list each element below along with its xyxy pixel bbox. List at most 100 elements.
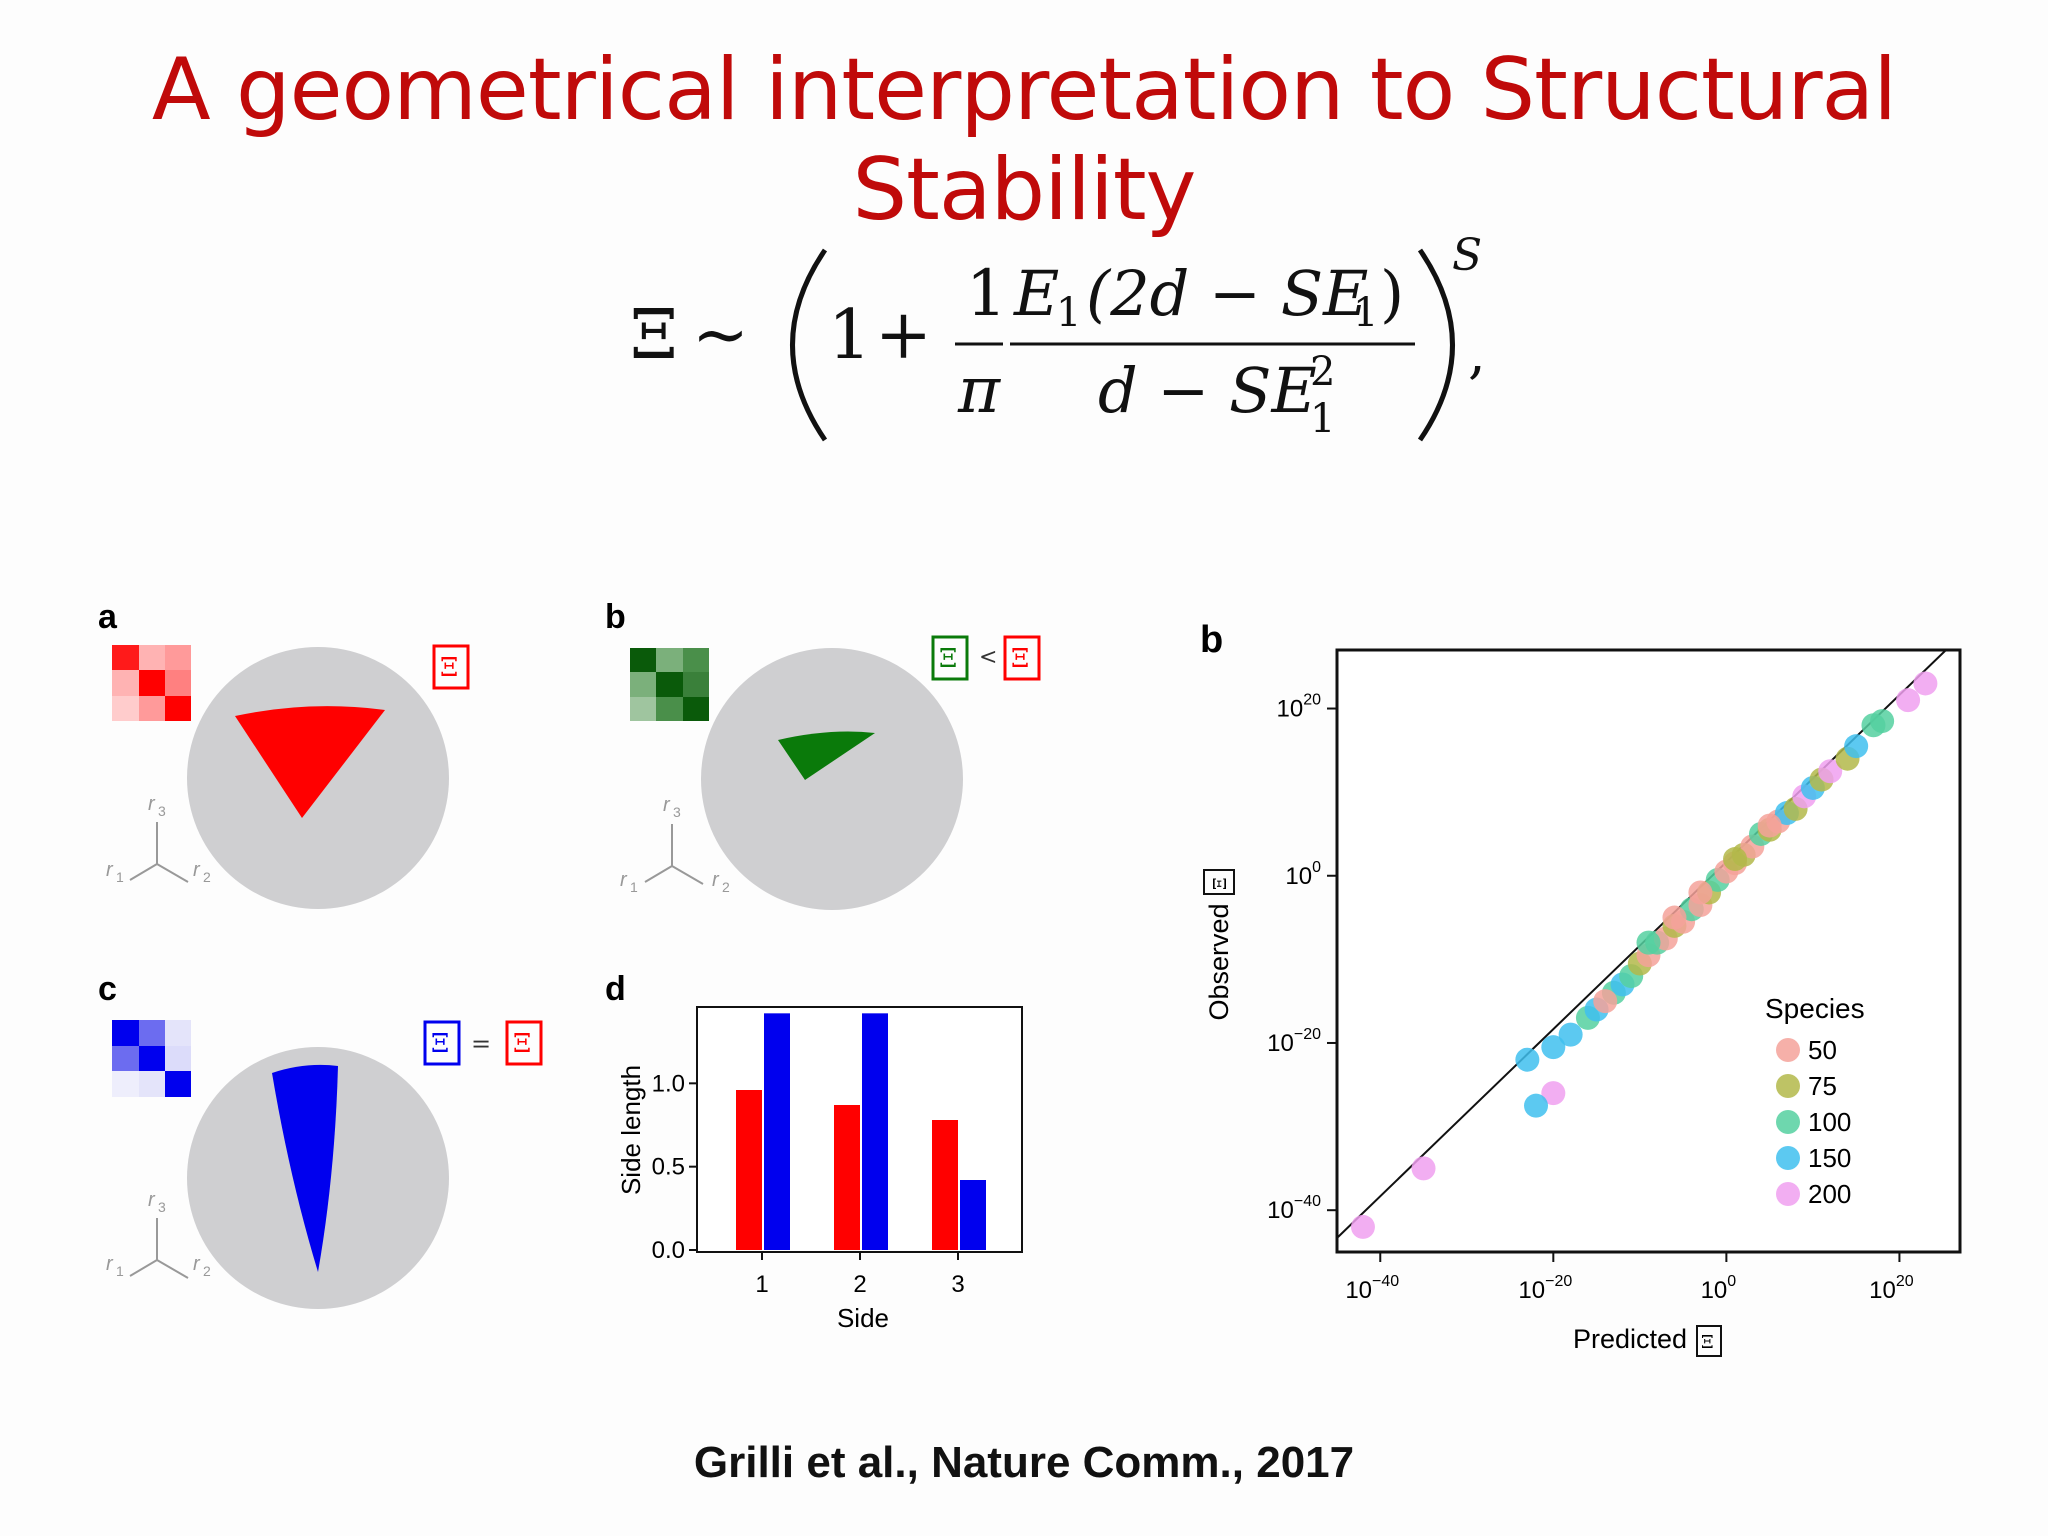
scatter-point <box>1723 847 1748 872</box>
panel-b-r1-sub: 1 <box>630 879 638 895</box>
bar-ytick-label: 0.5 <box>652 1154 685 1181</box>
formula-frac1-numerator: 1 <box>966 257 1007 331</box>
legend-marker <box>1776 1182 1800 1206</box>
scatter-point <box>1541 1035 1566 1060</box>
panel-c-r3: r <box>148 1189 156 1211</box>
bar-1-series-1 <box>736 1090 762 1250</box>
legend-marker <box>1776 1038 1800 1062</box>
scatter-point <box>1896 688 1921 713</box>
legend-marker <box>1776 1074 1800 1098</box>
bar-xtick-label: 3 <box>951 1271 964 1298</box>
panel-a-r2-sub: 2 <box>203 869 211 885</box>
bar-ticks: 1 2 3 0.0 0.5 1.0 <box>652 1070 965 1298</box>
scatter-ytick-label: 10−40 <box>1267 1193 1321 1224</box>
bar-marks <box>736 1013 986 1250</box>
bar-3-series-1 <box>932 1120 958 1250</box>
panel-c-symbol: Ξ = Ξ <box>423 1020 543 1066</box>
bar-ytick-label: 0.0 <box>652 1237 685 1264</box>
panel-a-symbol: Ξ <box>432 644 470 690</box>
panel-c-cone <box>272 1064 338 1272</box>
scatter-ylabel-symbol: Ξ <box>1210 877 1231 890</box>
citation: Grilli et al., Nature Comm., 2017 <box>693 1438 1355 1487</box>
scatter-point <box>1870 709 1895 734</box>
bar-ylabel: Side length <box>616 1065 646 1195</box>
panel-b-op: < <box>979 645 997 670</box>
panel-a-cone <box>235 706 385 818</box>
panel-c-xi-left: Ξ <box>431 1029 449 1059</box>
scatter-xtick-label: 10−40 <box>1345 1273 1399 1304</box>
formula-frac2-den-sup: 2 <box>1310 349 1335 395</box>
scatter-xtick-label: 10−20 <box>1518 1273 1572 1304</box>
panel-c-xi-right: Ξ <box>513 1029 531 1059</box>
scatter-point <box>1757 813 1782 838</box>
panel-b-r2: r <box>712 869 720 891</box>
scatter-ytick-label: 1020 <box>1277 692 1322 723</box>
formula-frac2-num-e: E <box>1013 257 1059 330</box>
bar-2-series-1 <box>834 1105 860 1250</box>
scatter-point <box>1515 1047 1540 1072</box>
scatter-ytick-label: 100 <box>1285 859 1321 890</box>
scatter-legend: Species 50 75 100 150 200 <box>1765 993 1865 1209</box>
scatter-xlabel-text: Predicted <box>1573 1324 1687 1354</box>
formula-frac2-num-e-sub: 1 <box>1056 290 1081 336</box>
panel-a-xi: Ξ <box>440 653 458 683</box>
formula-plus: + <box>875 296 932 375</box>
panel-b-matrix <box>630 648 709 721</box>
panel-b-label: b <box>605 598 626 636</box>
bar-xtick-label: 1 <box>755 1271 768 1298</box>
scatter-xlabel: Predicted Ξ <box>1573 1324 1722 1357</box>
formula-frac1-denominator: π <box>957 354 1001 428</box>
formula-xi: Ξ <box>630 296 678 375</box>
scatter-point <box>1350 1214 1375 1239</box>
panel-c-r2: r <box>193 1253 201 1275</box>
formula-frac2-num-close: ) <box>1380 257 1404 330</box>
panel-c-matrix <box>112 1020 191 1097</box>
scatter-point <box>1524 1093 1549 1118</box>
scatter-ylabel-text: Observed <box>1204 903 1234 1020</box>
panel-b-axes: r 3 r 1 r 2 <box>620 794 730 895</box>
bar-2-series-2 <box>862 1013 888 1250</box>
scatter-point <box>1636 930 1661 955</box>
panel-a: a Ξ r 3 r 1 r 2 <box>98 598 470 909</box>
bar-1-series-2 <box>764 1013 790 1250</box>
panel-a-r3: r <box>148 793 156 815</box>
panel-c-r1-sub: 1 <box>116 1263 124 1279</box>
legend-title: Species <box>1765 993 1865 1024</box>
scatter-xtick-label: 100 <box>1701 1273 1737 1304</box>
legend-label: 150 <box>1808 1143 1851 1173</box>
scatter-point <box>1818 759 1843 784</box>
panel-c-r2-sub: 2 <box>203 1263 211 1279</box>
legend-marker <box>1776 1146 1800 1170</box>
scatter-panel: b 10−40 10−20 100 1020 1020 100 10−20 10−40 Pre… <box>1200 619 1962 1357</box>
panel-a-r1: r <box>106 859 114 881</box>
panel-b: b Ξ < Ξ r 3 r 1 r 2 <box>605 598 1041 910</box>
formula-right-paren <box>1417 248 1455 442</box>
panel-c: c Ξ = Ξ r 3 r 1 r 2 <box>98 970 543 1309</box>
scatter-panel-label: b <box>1200 619 1223 661</box>
panel-c-r3-sub: 3 <box>158 1199 166 1215</box>
scatter-xlabel-symbol: Ξ <box>1701 1332 1714 1353</box>
panel-a-axes: r 3 r 1 r 2 <box>106 793 211 885</box>
panel-b-cone <box>778 731 875 780</box>
formula-one: 1 <box>828 296 871 375</box>
bar-3-series-2 <box>960 1180 986 1250</box>
panel-a-r1-sub: 1 <box>116 869 124 885</box>
panel-b-r2-sub: 2 <box>722 879 730 895</box>
panel-c-axes: r 3 r 1 r 2 <box>106 1189 211 1279</box>
panel-a-r2: r <box>193 859 201 881</box>
scatter-point <box>1558 1022 1583 1047</box>
bar-xtick-label: 2 <box>853 1271 866 1298</box>
panel-b-xi-right: Ξ <box>1011 644 1029 674</box>
panel-d: d 1 2 3 0.0 0.5 1.0 Side Side length <box>605 970 1023 1333</box>
panel-c-op: = <box>471 1030 491 1058</box>
legend-label: 50 <box>1808 1035 1837 1065</box>
formula-frac2-num-b: (2d − SE <box>1086 257 1368 330</box>
formula-frac2-den: d − SE <box>1098 354 1317 427</box>
formula-sim: ~ <box>692 296 749 375</box>
scatter-point <box>1411 1156 1436 1181</box>
scatter-point <box>1844 734 1869 759</box>
panel-a-label: a <box>98 598 118 636</box>
panel-b-symbol: Ξ < Ξ <box>931 635 1041 681</box>
scatter-ytick-label: 10−20 <box>1267 1026 1321 1057</box>
formula-frac2-den-sub: 1 <box>1310 396 1335 442</box>
